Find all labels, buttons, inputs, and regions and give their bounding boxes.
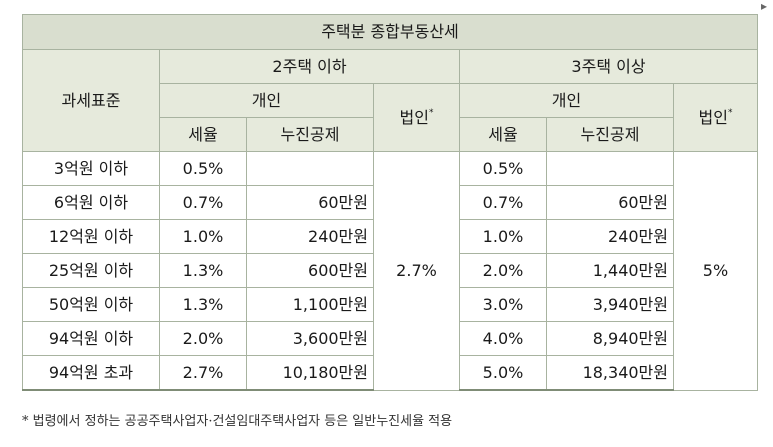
rate-high-cell: 3.0% bbox=[459, 287, 547, 322]
tax-base-cell: 94억원 초과 bbox=[22, 355, 160, 391]
deduction-high-cell: 1,440만원 bbox=[546, 253, 674, 288]
rate-low-cell: 2.0% bbox=[159, 321, 247, 356]
header-rate-high: 세율 bbox=[459, 117, 547, 152]
header-rate-low: 세율 bbox=[159, 117, 247, 152]
corporate-rate-high-cell: 5% bbox=[673, 151, 758, 391]
rate-low-cell: 0.7% bbox=[159, 185, 247, 220]
rate-low-cell: 0.5% bbox=[159, 151, 247, 186]
footnote-mark-high: * bbox=[727, 107, 733, 118]
rate-low-cell: 1.3% bbox=[159, 253, 247, 288]
table-row: 50억원 이하 1.3% 1,100만원 3.0% 3,940만원 bbox=[22, 287, 758, 322]
rate-high-cell: 5.0% bbox=[459, 355, 547, 391]
property-tax-table: 주택분 종합부동산세 과세표준 2주택 이하 3주택 이상 개인 법인* 개인 … bbox=[22, 14, 758, 391]
rate-high-cell: 4.0% bbox=[459, 321, 547, 356]
deduction-low-cell: 10,180만원 bbox=[246, 355, 374, 391]
footnote-mark-low: * bbox=[428, 107, 434, 118]
deduction-low-cell: 60만원 bbox=[246, 185, 374, 220]
tax-base-cell: 12억원 이하 bbox=[22, 219, 160, 254]
rate-high-cell: 0.5% bbox=[459, 151, 547, 186]
deduction-high-cell: 240만원 bbox=[546, 219, 674, 254]
deduction-low-cell bbox=[246, 151, 374, 186]
rate-high-cell: 0.7% bbox=[459, 185, 547, 220]
deduction-low-cell: 3,600만원 bbox=[246, 321, 374, 356]
rate-low-cell: 1.0% bbox=[159, 219, 247, 254]
table-row: 25억원 이하 1.3% 600만원 2.0% 1,440만원 bbox=[22, 253, 758, 288]
header-corporate-high-label: 법인 bbox=[698, 107, 728, 127]
deduction-high-cell: 18,340만원 bbox=[546, 355, 674, 391]
tax-base-cell: 94억원 이하 bbox=[22, 321, 160, 356]
header-individual-low: 개인 bbox=[159, 83, 374, 118]
header-group-two-or-less: 2주택 이하 bbox=[159, 49, 460, 84]
table-title: 주택분 종합부동산세 bbox=[22, 14, 758, 50]
corner-marker: ▸ bbox=[760, 0, 767, 13]
tax-base-cell: 50억원 이하 bbox=[22, 287, 160, 322]
header-corporate-low-label: 법인 bbox=[399, 107, 429, 127]
header-tax-base: 과세표준 bbox=[22, 49, 160, 152]
table-row: 94억원 이하 2.0% 3,600만원 4.0% 8,940만원 bbox=[22, 321, 758, 356]
deduction-high-cell: 3,940만원 bbox=[546, 287, 674, 322]
corporate-rate-low-cell: 2.7% bbox=[373, 151, 460, 391]
header-corporate-high: 법인* bbox=[673, 83, 758, 152]
table-row: 3억원 이하 0.5% 2.7% 0.5% 5% bbox=[22, 151, 758, 391]
header-deduction-low: 누진공제 bbox=[246, 117, 374, 152]
tax-base-cell: 3억원 이하 bbox=[22, 151, 160, 186]
tax-base-cell: 25억원 이하 bbox=[22, 253, 160, 288]
deduction-low-cell: 600만원 bbox=[246, 253, 374, 288]
deduction-low-cell: 240만원 bbox=[246, 219, 374, 254]
table-row: 12억원 이하 1.0% 240만원 1.0% 240만원 bbox=[22, 219, 758, 254]
rate-high-cell: 1.0% bbox=[459, 219, 547, 254]
header-individual-high: 개인 bbox=[459, 83, 674, 118]
rate-low-cell: 2.7% bbox=[159, 355, 247, 391]
deduction-low-cell: 1,100만원 bbox=[246, 287, 374, 322]
rate-low-cell: 1.3% bbox=[159, 287, 247, 322]
deduction-high-cell: 60만원 bbox=[546, 185, 674, 220]
tax-base-cell: 6억원 이하 bbox=[22, 185, 160, 220]
footnote: * 법령에서 정하는 공공주택사업자·건설임대주택사업자 등은 일반누진세율 적… bbox=[22, 414, 453, 429]
rate-high-cell: 2.0% bbox=[459, 253, 547, 288]
header-corporate-low: 법인* bbox=[373, 83, 460, 152]
table-row: 94억원 초과 2.7% 10,180만원 5.0% 18,340만원 bbox=[22, 355, 758, 391]
header-deduction-high: 누진공제 bbox=[546, 117, 674, 152]
table-row: 6억원 이하 0.7% 60만원 0.7% 60만원 bbox=[22, 185, 758, 220]
deduction-high-cell bbox=[546, 151, 674, 186]
header-group-three-or-more: 3주택 이상 bbox=[459, 49, 758, 84]
deduction-high-cell: 8,940만원 bbox=[546, 321, 674, 356]
